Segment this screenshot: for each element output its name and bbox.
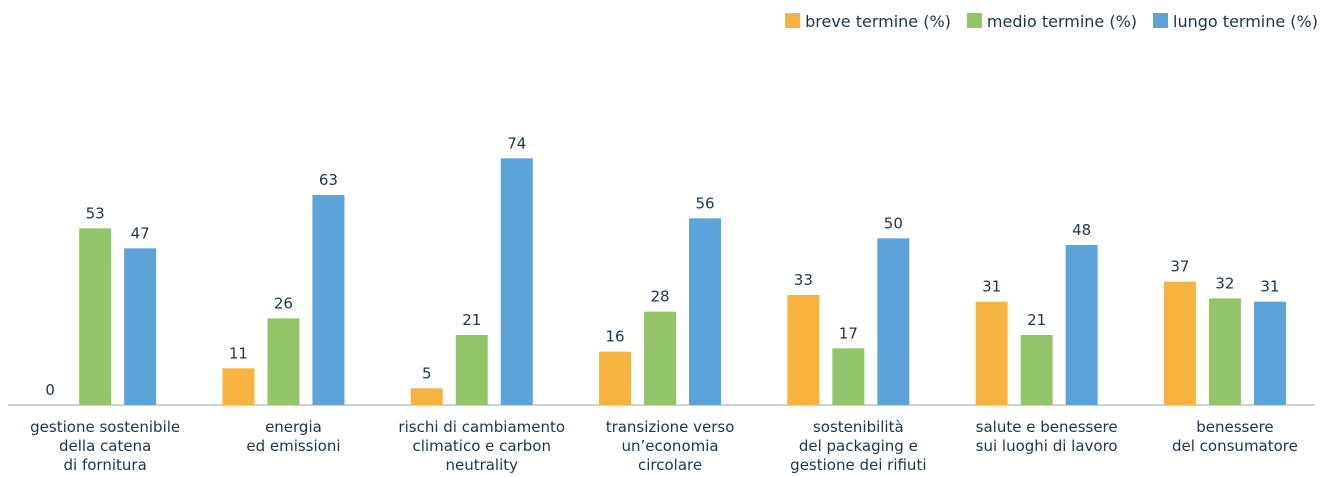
x-tick-label: transizione verso <box>606 418 735 436</box>
bar <box>1020 335 1053 405</box>
value-label: 28 <box>651 288 670 306</box>
value-label: 74 <box>507 134 526 152</box>
bar <box>689 218 722 405</box>
value-label: 37 <box>1170 258 1189 276</box>
value-label: 21 <box>462 311 481 329</box>
value-label: 5 <box>422 364 432 382</box>
value-label: 26 <box>274 294 293 312</box>
x-tick-label: sostenibilità <box>813 418 904 436</box>
x-tick-label: gestione dei rifiuti <box>790 456 926 474</box>
bar <box>1163 281 1196 405</box>
value-label: 21 <box>1027 311 1046 329</box>
bar <box>599 351 632 405</box>
bar <box>455 335 488 405</box>
bar <box>877 238 910 405</box>
legend-label: breve termine (%) <box>805 12 951 31</box>
value-label: 0 <box>45 381 55 399</box>
value-label: 17 <box>839 324 858 342</box>
value-label: 31 <box>982 278 1001 296</box>
value-label: 33 <box>794 271 813 289</box>
bar <box>79 228 112 405</box>
legend-swatch <box>1153 13 1169 28</box>
bar <box>1253 301 1286 405</box>
bar <box>500 158 533 405</box>
value-label: 11 <box>229 344 248 362</box>
x-tick-label: gestione sostenibile <box>30 418 180 436</box>
bar <box>222 368 255 405</box>
bar <box>1065 245 1098 405</box>
value-label: 48 <box>1072 221 1091 239</box>
value-label: 31 <box>1260 278 1279 296</box>
bar <box>644 311 677 405</box>
bar <box>267 318 300 405</box>
bar <box>832 348 865 405</box>
value-label: 32 <box>1215 274 1234 292</box>
x-tick-label: rischi di cambiamento <box>398 418 565 436</box>
x-tick-label: del packaging e <box>799 437 918 455</box>
legend-label: lungo termine (%) <box>1173 12 1318 31</box>
value-label: 53 <box>86 204 105 222</box>
x-tick-label: ed emissioni <box>246 437 340 455</box>
legend-swatch <box>785 13 801 28</box>
bar <box>312 195 345 405</box>
value-label: 63 <box>319 171 338 189</box>
legend-swatch <box>966 13 982 28</box>
x-tick-label: circolare <box>638 456 702 474</box>
x-tick-label: sui luoghi di lavoro <box>976 437 1118 455</box>
x-tick-label: della catena <box>59 437 151 455</box>
x-tick-label: climatico e carbon <box>413 437 551 455</box>
x-tick-label: benessere <box>1196 418 1273 436</box>
bar <box>410 388 443 405</box>
x-tick-label: neutrality <box>445 456 518 474</box>
x-tick-label: salute e benessere <box>976 418 1118 436</box>
bar <box>975 301 1008 405</box>
bar <box>124 248 157 405</box>
bar <box>1208 298 1241 405</box>
legend-label: medio termine (%) <box>987 12 1137 31</box>
value-label: 56 <box>696 194 715 212</box>
bar <box>787 295 820 405</box>
value-label: 50 <box>884 214 903 232</box>
value-label: 16 <box>606 328 625 346</box>
value-label: 47 <box>131 224 150 242</box>
x-tick-label: un’economia <box>622 437 719 455</box>
x-tick-label: di fornitura <box>64 456 147 474</box>
x-tick-label: energia <box>265 418 322 436</box>
x-tick-label: del consumatore <box>1172 437 1298 455</box>
